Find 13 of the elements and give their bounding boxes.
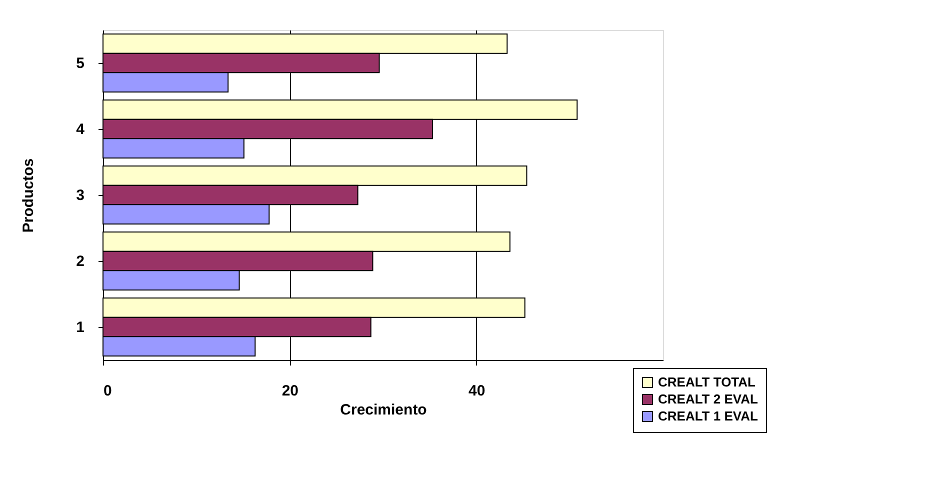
y-tick-label: 4 — [76, 121, 86, 138]
y-tick-label: 5 — [76, 55, 84, 72]
legend-label: CREALT TOTAL — [658, 374, 756, 390]
y-tick-label: 2 — [76, 253, 84, 270]
y-axis-title: Productos — [20, 158, 38, 233]
x-tick-label: 0 — [104, 382, 112, 400]
x-axis-title: Crecimiento — [340, 402, 427, 418]
legend-label: CREALT 1 EVAL — [658, 408, 758, 424]
y-tick-label: 3 — [76, 187, 84, 204]
x-tick-label: 40 — [468, 382, 486, 400]
x-tick-label: 20 — [282, 382, 299, 400]
legend-label: CREALT 2 EVAL — [658, 392, 758, 406]
y-tick-label: 1 — [76, 319, 84, 336]
